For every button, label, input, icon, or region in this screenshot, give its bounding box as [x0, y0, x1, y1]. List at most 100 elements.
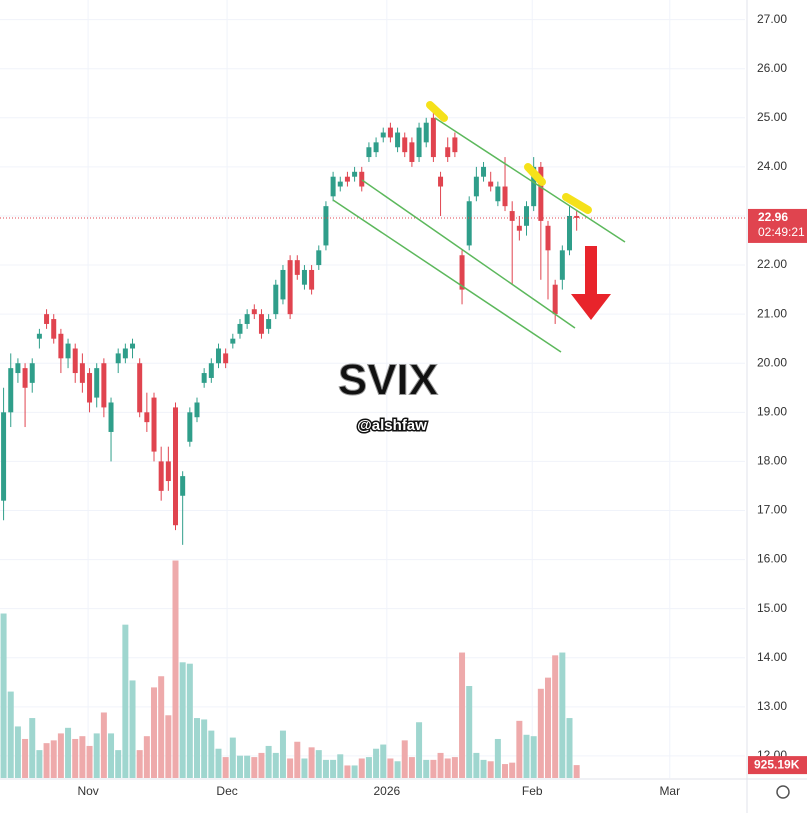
volume-bar [201, 719, 208, 778]
volume-bar [566, 718, 573, 778]
volume-bar [401, 740, 408, 778]
x-tick-label: Nov [77, 784, 98, 798]
candle-body [101, 363, 107, 408]
volume-last-label: 925.19K [754, 757, 800, 771]
price-label-box [748, 208, 807, 243]
candle-body [165, 461, 171, 482]
volume-bar [473, 752, 480, 778]
candle-body [201, 373, 207, 383]
volume-bar [279, 730, 286, 778]
volume-bar [344, 765, 351, 778]
candle-body [502, 186, 508, 207]
candle-body [509, 211, 515, 221]
candle-body [173, 407, 179, 526]
x-tick-label: Mar [659, 784, 680, 798]
volume-bar [244, 755, 251, 778]
volume-bar [65, 727, 72, 778]
volume-bar [287, 758, 294, 778]
trend-line [361, 179, 576, 329]
volume-bar [545, 677, 552, 778]
candle-body [301, 269, 307, 285]
volume-bar [129, 680, 136, 778]
volume-bar [322, 759, 329, 778]
volume-bar [380, 744, 387, 778]
volume-bar [158, 676, 165, 778]
volume-bar [258, 752, 265, 778]
candle-body [538, 166, 544, 221]
volume-bar [186, 663, 193, 778]
volume-bar [559, 652, 566, 778]
watermark-title: SVIX [338, 356, 438, 405]
candle-body [423, 122, 429, 143]
candle-body [22, 368, 28, 388]
volume-label-box [748, 756, 807, 775]
volume-bar [57, 733, 64, 778]
watermark-author: @alshfaw [357, 417, 427, 434]
volume-bar [43, 743, 50, 778]
x-tick-label: Dec [216, 784, 237, 798]
y-tick-label: 15.00 [757, 601, 787, 615]
volume-bar [516, 720, 523, 778]
candle-body [51, 319, 57, 339]
y-tick-label: 14.00 [757, 650, 787, 664]
candle-body [366, 147, 372, 158]
volume-bar [530, 736, 537, 778]
settings-icon[interactable] [776, 785, 790, 799]
candle-body [380, 132, 386, 138]
volume-bar [466, 686, 473, 778]
trend-line [434, 117, 626, 243]
volume-bar [215, 748, 222, 778]
candle-body [481, 166, 487, 177]
candle-body [87, 373, 93, 403]
volume-bar [502, 764, 509, 778]
y-tick-label: 27.00 [757, 12, 787, 26]
candle-body [409, 142, 415, 162]
volume-bar [251, 757, 258, 778]
candle-body [1, 412, 7, 501]
volume-bar [301, 758, 308, 778]
volume-bar [451, 757, 458, 778]
volume-bar [0, 613, 7, 778]
volume-bar [573, 765, 580, 778]
candle-body [473, 176, 479, 197]
volume-bar [272, 752, 279, 778]
volume-bar [236, 755, 243, 778]
candle-body [452, 137, 458, 153]
volume-bar [108, 733, 115, 778]
candle-body [215, 348, 221, 364]
volume-bar [50, 740, 57, 778]
candle-body [251, 309, 257, 315]
candle-body [29, 363, 35, 383]
volume-bar [193, 718, 200, 778]
candle-body [330, 176, 336, 197]
candle-body [524, 206, 530, 226]
volume-bar [93, 733, 100, 778]
y-tick-label: 19.00 [757, 404, 787, 418]
candle-body [266, 319, 272, 329]
candle-body [44, 314, 50, 324]
volume-bar [208, 730, 215, 778]
x-tick-label: Feb [522, 784, 543, 798]
volume-bar [151, 687, 158, 778]
volume-bar [79, 736, 86, 778]
highlight [426, 101, 448, 122]
volume-bar [537, 688, 544, 778]
candle-body [416, 127, 422, 158]
candle-body [466, 201, 472, 246]
highlight [524, 163, 546, 186]
volume-bar [444, 758, 451, 778]
candle-body [531, 166, 537, 207]
candle-body [137, 363, 143, 413]
volume-bar [416, 722, 423, 778]
volume-bar [423, 759, 430, 778]
candle-body [574, 215, 580, 218]
candle-body [352, 171, 358, 177]
candle-body [58, 333, 64, 359]
volume-bar [373, 748, 380, 778]
y-tick-label: 26.00 [757, 61, 787, 75]
candle-body [15, 363, 21, 374]
candle-body [495, 186, 501, 202]
candle-body [258, 314, 264, 334]
y-tick-label: 25.00 [757, 110, 787, 124]
volume-bar [509, 762, 516, 778]
